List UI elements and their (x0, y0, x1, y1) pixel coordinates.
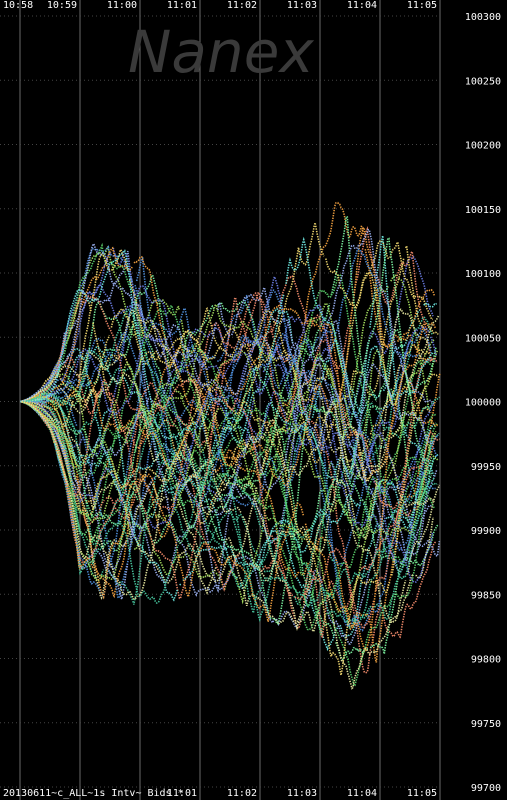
x-axis-bottom: 11:01 11:02 11:03 11:04 11:05 (167, 788, 437, 799)
y-tick-label: 99850 (471, 590, 501, 601)
x-tick-top-label: 11:05 (407, 0, 437, 11)
bid-trace (22, 401, 441, 626)
y-tick-label: 99700 (471, 783, 501, 794)
bid-trace (21, 322, 437, 652)
bid-trace (20, 373, 439, 676)
bid-trace (20, 289, 436, 632)
bid-trace (20, 236, 435, 444)
bid-traces (19, 201, 441, 690)
bid-trace (21, 315, 440, 601)
y-tick-label: 100150 (465, 205, 501, 216)
bid-trace (21, 382, 439, 614)
bid-trace (21, 320, 433, 584)
bid-trace (21, 316, 434, 605)
bid-trace (21, 215, 437, 552)
x-tick-bottom-label: 11:05 (407, 788, 437, 799)
x-tick-bottom-label: 11:04 (347, 788, 377, 799)
bid-trace (20, 399, 436, 614)
bid-trace (19, 242, 434, 480)
bid-trace (21, 222, 432, 429)
x-tick-top-label: 11:04 (347, 0, 377, 11)
y-tick-label: 100200 (465, 141, 501, 152)
bid-trace (20, 285, 438, 573)
y-tick-label: 99900 (471, 526, 501, 537)
bid-trace (21, 302, 432, 549)
x-tick-bottom-label: 11:02 (227, 788, 257, 799)
bid-trace (20, 304, 438, 481)
grid (0, 0, 441, 800)
bid-trace (22, 257, 437, 566)
bid-trace (22, 357, 438, 629)
x-tick-bottom-label: 11:01 (167, 788, 197, 799)
bid-trace (21, 308, 438, 625)
bid-trace (20, 308, 432, 600)
bid-trace (22, 291, 440, 600)
bid-trace (20, 366, 440, 629)
x-axis-top: 10:58 10:59 11:00 11:01 11:02 11:03 11:04 11:05 (3, 0, 437, 11)
bid-trace (19, 304, 439, 481)
bid-trace (20, 242, 438, 522)
y-tick-label: 100100 (465, 269, 501, 280)
x-tick-top-label: 10:58 (3, 0, 33, 11)
bid-trace (21, 331, 438, 507)
watermark-text: Nanex (128, 18, 314, 86)
x-tick-top-label: 11:03 (287, 0, 317, 11)
y-tick-label: 99800 (471, 655, 501, 666)
y-tick-label: 99750 (471, 719, 501, 730)
x-tick-top-label: 11:00 (107, 0, 137, 11)
x-tick-top-label: 11:02 (227, 0, 257, 11)
footer-label: 20130611~c_ALL~1s Intv~ Bids * (3, 788, 184, 799)
y-tick-label: 100300 (465, 12, 501, 23)
bid-trace (22, 237, 433, 625)
bid-trace (19, 303, 437, 539)
x-tick-top-label: 11:01 (167, 0, 197, 11)
y-tick-label: 100250 (465, 76, 501, 87)
x-tick-bottom-label: 11:03 (287, 788, 317, 799)
x-tick-top-label: 10:59 (47, 0, 77, 11)
bid-trace (22, 373, 441, 663)
y-axis-right: 100300 100250 100200 100150 100100 100050 1000… (465, 12, 501, 794)
y-tick-label: 100000 (465, 398, 501, 409)
y-tick-label: 99950 (471, 462, 501, 473)
bid-trace (21, 349, 439, 605)
y-tick-label: 100050 (465, 333, 501, 344)
